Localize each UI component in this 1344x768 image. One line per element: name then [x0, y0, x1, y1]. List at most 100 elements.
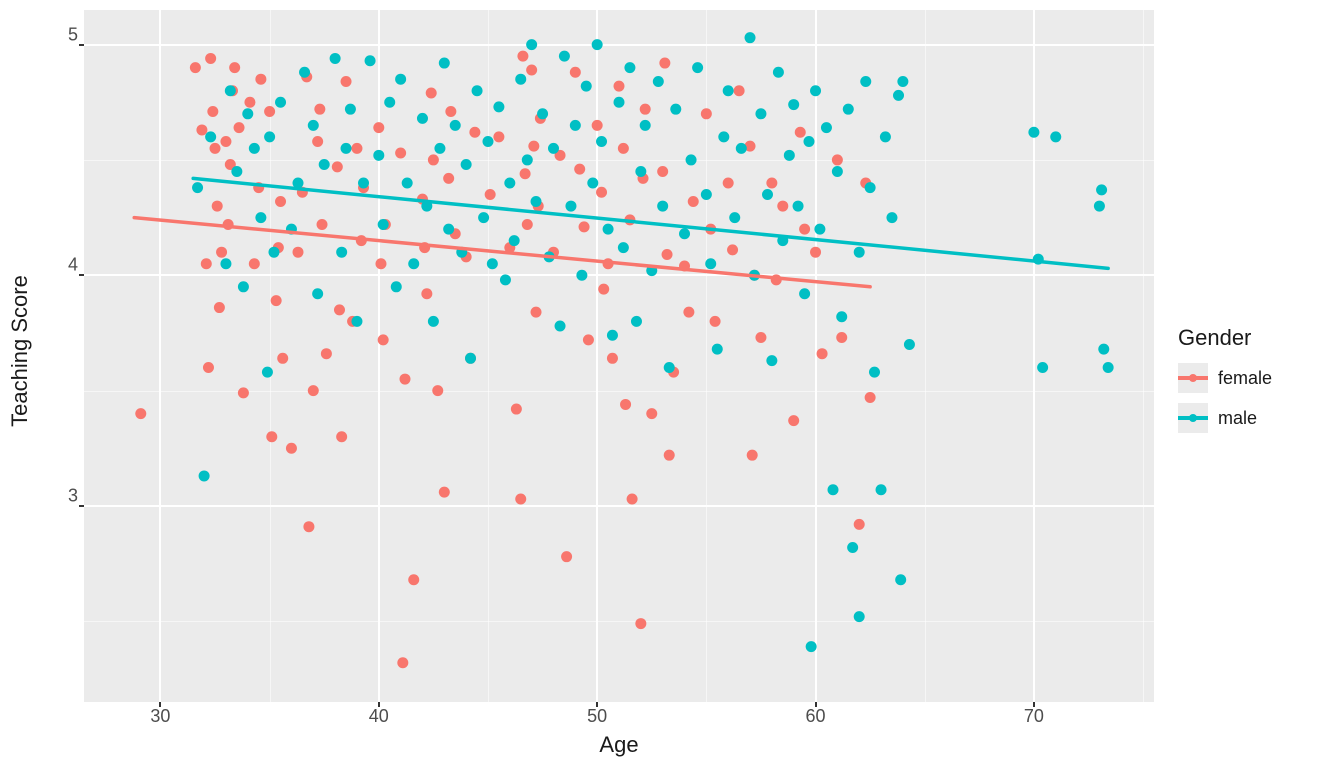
data-point — [686, 154, 697, 165]
data-point — [308, 385, 319, 396]
data-point — [336, 431, 347, 442]
data-point — [869, 367, 880, 378]
data-point — [821, 122, 832, 133]
y-tick-label: 4 — [68, 255, 78, 276]
data-point — [814, 224, 825, 235]
data-point — [664, 450, 675, 461]
data-point — [220, 136, 231, 147]
data-point — [803, 136, 814, 147]
data-point — [1094, 201, 1105, 212]
data-point — [286, 443, 297, 454]
data-point — [904, 339, 915, 350]
data-point — [220, 258, 231, 269]
data-point — [836, 332, 847, 343]
data-point — [207, 106, 218, 117]
data-point — [799, 224, 810, 235]
data-point — [234, 122, 245, 133]
data-point — [509, 235, 520, 246]
data-point — [773, 67, 784, 78]
y-tick-labels: 345 — [40, 0, 84, 702]
data-point — [860, 76, 871, 87]
data-point — [487, 258, 498, 269]
data-point — [865, 392, 876, 403]
data-point — [482, 136, 493, 147]
data-point — [596, 136, 607, 147]
legend-dot-icon — [1189, 414, 1197, 422]
data-point — [205, 53, 216, 64]
data-point — [745, 32, 756, 43]
data-point — [631, 316, 642, 327]
x-tick-label: 40 — [369, 706, 389, 727]
data-point — [777, 201, 788, 212]
data-point — [1096, 184, 1107, 195]
data-point — [581, 81, 592, 92]
data-point — [432, 385, 443, 396]
data-point — [271, 295, 282, 306]
x-tick-labels: 3040506070 — [84, 702, 1154, 732]
data-point — [762, 189, 773, 200]
legend-title: Gender — [1178, 325, 1344, 351]
data-point — [736, 143, 747, 154]
data-point — [592, 39, 603, 50]
data-point — [843, 104, 854, 115]
data-point — [895, 574, 906, 585]
data-point — [469, 127, 480, 138]
data-point — [688, 196, 699, 207]
data-point — [493, 131, 504, 142]
data-point — [500, 274, 511, 285]
data-point — [755, 108, 766, 119]
data-point — [603, 224, 614, 235]
data-point — [225, 85, 236, 96]
data-point — [264, 131, 275, 142]
data-point — [216, 247, 227, 258]
y-tick-mark — [79, 505, 84, 507]
y-tick-mark — [79, 44, 84, 46]
data-point — [330, 53, 341, 64]
y-tick-label: 5 — [68, 24, 78, 45]
data-point — [653, 76, 664, 87]
data-point — [854, 519, 865, 530]
data-point — [190, 62, 201, 73]
data-point — [205, 131, 216, 142]
data-point — [268, 247, 279, 258]
data-point — [266, 431, 277, 442]
data-point — [210, 143, 221, 154]
data-point — [196, 124, 207, 135]
data-point — [402, 178, 413, 189]
data-point — [522, 154, 533, 165]
data-point — [766, 355, 777, 366]
data-point — [548, 143, 559, 154]
data-point — [334, 304, 345, 315]
data-point — [729, 212, 740, 223]
data-point — [727, 244, 738, 255]
data-point — [614, 81, 625, 92]
plot-column: Teaching Score 345 3040506070 Age — [0, 0, 1164, 768]
data-point — [472, 85, 483, 96]
data-point — [249, 258, 260, 269]
data-point — [620, 399, 631, 410]
data-point — [596, 187, 607, 198]
data-point — [428, 154, 439, 165]
data-point — [439, 487, 450, 498]
data-point — [832, 154, 843, 165]
data-point — [478, 212, 489, 223]
x-tick-label: 30 — [150, 706, 170, 727]
data-point — [439, 58, 450, 69]
data-point — [445, 106, 456, 117]
data-point — [312, 136, 323, 147]
data-point — [886, 212, 897, 223]
data-point — [443, 173, 454, 184]
data-point — [395, 74, 406, 85]
data-point — [614, 97, 625, 108]
data-point — [515, 494, 526, 505]
legend-dot-icon — [1189, 374, 1197, 382]
data-point — [249, 143, 260, 154]
data-point — [192, 182, 203, 193]
data-point — [351, 316, 362, 327]
x-axis-title: Age — [84, 732, 1154, 768]
data-point — [465, 353, 476, 364]
data-point — [880, 131, 891, 142]
data-point — [345, 104, 356, 115]
data-point — [1028, 127, 1039, 138]
data-point — [238, 281, 249, 292]
